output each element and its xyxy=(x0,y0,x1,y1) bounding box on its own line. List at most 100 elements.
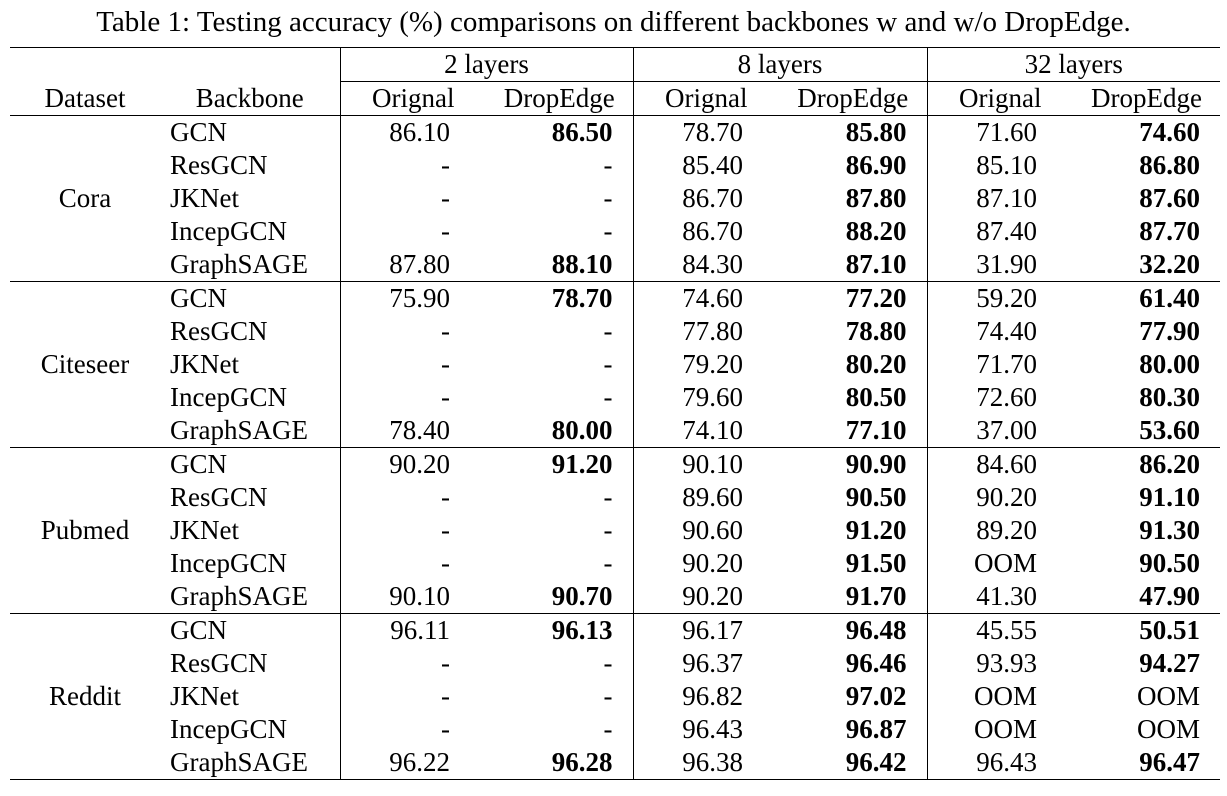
value-cell: OOM xyxy=(1073,680,1220,713)
column-header: DropEdge xyxy=(779,81,927,116)
value-cell: - xyxy=(339,215,486,248)
value-cell: 80.00 xyxy=(1073,348,1220,381)
cell-text: 87.80 xyxy=(845,183,907,213)
value-cell: - xyxy=(339,713,486,746)
cell-text: 85.10 xyxy=(976,150,1037,180)
cell-text: 89.60 xyxy=(682,482,743,512)
cell-text: 72.60 xyxy=(976,382,1037,412)
cell-text: 77.90 xyxy=(1139,316,1200,346)
value-cell: OOM xyxy=(1073,713,1220,746)
cell-text: 78.70 xyxy=(551,283,613,313)
data-row: Pubmed GCN 90.20 91.20 90.10 90.90 84.60 86.20 xyxy=(10,447,1220,614)
value-cell: 96.82 xyxy=(632,680,779,713)
value-cell: 96.48 xyxy=(779,613,927,647)
value-cell: 77.90 xyxy=(1073,315,1220,348)
value-cell: 78.70 xyxy=(486,281,633,315)
value-cell: 97.02 xyxy=(779,680,927,713)
value-cell: 91.30 xyxy=(1073,514,1220,547)
cell-text: 37.00 xyxy=(976,415,1037,445)
backbone-name: ResGCN xyxy=(170,150,268,180)
cell-text: 96.42 xyxy=(845,747,907,777)
value-cell: 96.17 xyxy=(632,613,779,647)
cell-text: - xyxy=(441,482,450,512)
value-cell: 86.80 xyxy=(1073,149,1220,182)
cell-text: 90.60 xyxy=(682,515,743,545)
header-row: Orignal DropEdge Orignal DropEdge Orignal Dro… xyxy=(10,81,1220,116)
value-cell: 86.70 xyxy=(632,182,779,215)
value-cell: 88.10 xyxy=(486,248,633,282)
value-cell: 96.43 xyxy=(632,713,779,746)
cell-text: 74.60 xyxy=(682,283,743,313)
header-row: Dataset Backbone 2 layers 8 layers 32 layers xyxy=(10,47,1220,116)
value-cell: 53.60 xyxy=(1073,414,1220,448)
cell-text: - xyxy=(441,548,450,578)
backbone-name: ResGCN xyxy=(170,482,268,512)
cell-text: 85.40 xyxy=(682,150,743,180)
value-cell: 74.60 xyxy=(1073,115,1220,149)
value-cell: 74.10 xyxy=(632,414,779,448)
cell-text: 96.82 xyxy=(682,681,743,711)
value-cell: 80.30 xyxy=(1073,381,1220,414)
backbone-name: GCN xyxy=(160,115,340,149)
cell-text: 96.17 xyxy=(682,615,743,645)
value-cell: 86.70 xyxy=(632,215,779,248)
cell-text: 77.20 xyxy=(845,283,907,313)
data-row: IncepGCN - - 86.70 88.20 87.40 87.70 xyxy=(10,215,1220,248)
cell-text: - xyxy=(441,150,450,180)
data-row: JKNet - - 96.82 97.02 OOM OOM xyxy=(10,680,1220,713)
data-row: ResGCN - - 77.80 78.80 74.40 77.90 xyxy=(10,315,1220,348)
column-header: DropEdge xyxy=(1073,81,1220,116)
value-cell: - xyxy=(339,182,486,215)
value-cell: OOM xyxy=(926,713,1073,746)
results-table: Dataset Backbone 2 layers 8 layers 32 layers… xyxy=(10,47,1220,780)
value-cell: 90.70 xyxy=(486,580,633,614)
value-cell: 88.20 xyxy=(779,215,927,248)
cell-text: 93.93 xyxy=(976,648,1037,678)
cell-text: 89.20 xyxy=(976,515,1037,545)
cell-text: 90.70 xyxy=(551,581,613,611)
data-row: IncepGCN - - 96.43 96.87 OOM OOM xyxy=(10,713,1220,746)
value-cell: 90.10 xyxy=(632,447,779,481)
value-cell: 91.50 xyxy=(779,547,927,580)
backbone-name: JKNet xyxy=(170,681,239,711)
cell-text: 96.22 xyxy=(389,747,450,777)
value-cell: 96.11 xyxy=(339,613,486,647)
cell-text: 84.30 xyxy=(682,249,743,279)
cell-text: - xyxy=(603,349,613,379)
value-cell: 91.10 xyxy=(1073,481,1220,514)
value-cell: OOM xyxy=(926,547,1073,580)
cell-text: 80.50 xyxy=(845,382,907,412)
value-cell: 90.20 xyxy=(926,481,1073,514)
cell-text: 86.90 xyxy=(845,150,907,180)
dataset-name: Pubmed xyxy=(10,447,160,614)
value-cell: 90.20 xyxy=(339,447,486,481)
cell-text: - xyxy=(603,382,613,412)
value-cell: 37.00 xyxy=(926,414,1073,448)
cell-text: 96.48 xyxy=(845,615,907,645)
cell-text: 97.02 xyxy=(845,681,907,711)
cell-text: 88.10 xyxy=(551,249,613,279)
value-cell: - xyxy=(486,381,633,414)
value-cell: - xyxy=(486,348,633,381)
value-cell: 96.37 xyxy=(632,647,779,680)
cell-text: 91.50 xyxy=(845,548,907,578)
cell-text: 96.11 xyxy=(390,615,450,645)
cell-text: - xyxy=(603,183,613,213)
value-cell: 87.10 xyxy=(926,182,1073,215)
value-cell: 80.50 xyxy=(779,381,927,414)
cell-text: 96.13 xyxy=(551,615,613,645)
cell-text: 91.20 xyxy=(551,449,613,479)
value-cell: 85.80 xyxy=(779,115,927,149)
value-cell: 78.40 xyxy=(339,414,486,448)
value-cell: 90.90 xyxy=(779,447,927,481)
cell-text: - xyxy=(603,714,613,744)
value-cell: 79.20 xyxy=(632,348,779,381)
cell-text: 96.43 xyxy=(682,714,743,744)
cell-text: 96.38 xyxy=(682,747,743,777)
value-cell: - xyxy=(486,215,633,248)
cell-text: 87.60 xyxy=(1139,183,1200,213)
value-cell: - xyxy=(486,149,633,182)
value-cell: 77.20 xyxy=(779,281,927,315)
cell-text: 90.20 xyxy=(682,581,743,611)
cell-text: 71.70 xyxy=(976,349,1037,379)
